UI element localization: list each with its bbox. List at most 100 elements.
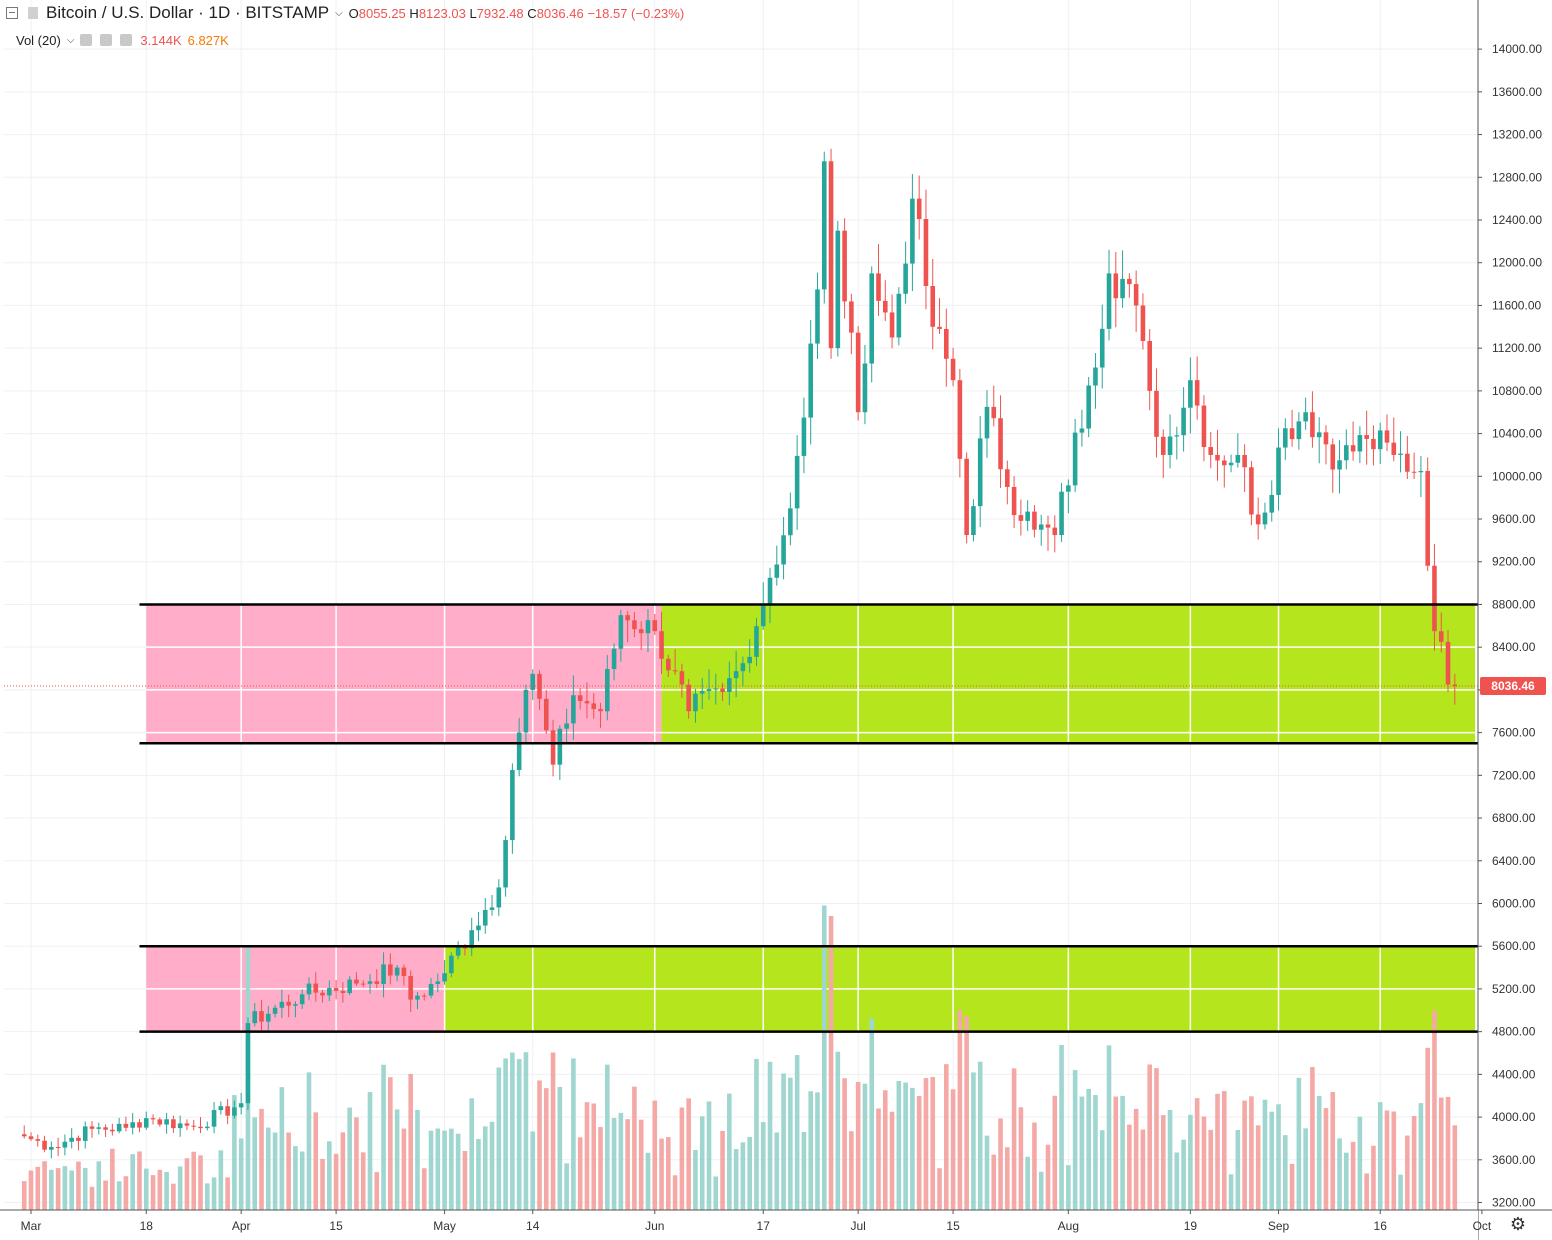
volume-bar	[388, 1077, 393, 1210]
volume-bar	[204, 1183, 210, 1210]
candle-body	[1310, 412, 1315, 438]
volume-bar	[238, 1138, 244, 1210]
volume-label[interactable]: Vol (20)	[16, 32, 61, 48]
candle-body	[794, 455, 800, 509]
volume-bar	[1384, 1110, 1390, 1210]
candle-body	[1194, 380, 1200, 406]
volume-bar	[605, 1064, 610, 1210]
candle-body	[394, 967, 400, 976]
volume-bar	[1032, 1122, 1037, 1210]
candle-body	[1337, 460, 1342, 470]
volume-value: 3.144K	[140, 32, 182, 48]
volume-bar	[1411, 1116, 1417, 1210]
volume-bar	[828, 916, 834, 1210]
candle-body	[489, 907, 495, 910]
volume-bar	[49, 1169, 54, 1210]
volume-bar	[272, 1132, 278, 1210]
settings-gear-icon[interactable]: ⚙	[1509, 1214, 1527, 1234]
volume-bar	[693, 1150, 698, 1210]
candle-body	[116, 1123, 122, 1132]
candle-body	[930, 286, 936, 327]
symbol-title[interactable]: Bitcoin / U.S. Dollar · 1D · BITSTAMP	[46, 3, 330, 22]
volume-bars	[21, 905, 1458, 1210]
candle-body	[727, 678, 732, 693]
gear-icon[interactable]	[100, 34, 113, 46]
volume-bar	[537, 1080, 542, 1210]
candle-body	[442, 973, 447, 982]
volume-bar	[82, 1167, 88, 1210]
volume-bar	[96, 1161, 102, 1210]
x-tick-label: Jun	[645, 1219, 664, 1233]
volume-bar	[869, 1018, 875, 1210]
candle-body	[679, 671, 685, 685]
candle-body	[910, 198, 915, 264]
x-tick-label: Aug	[1058, 1219, 1079, 1233]
close-icon[interactable]	[120, 34, 133, 46]
volume-bar	[937, 1168, 942, 1210]
volume-bar	[1133, 1108, 1139, 1210]
volume-bar	[1147, 1064, 1152, 1210]
volume-bar	[143, 1168, 149, 1210]
volume-bar	[293, 1146, 298, 1210]
zone-upper-range-pink	[146, 604, 662, 744]
candle-body	[96, 1127, 102, 1129]
candle-body	[476, 925, 481, 931]
candle-body	[937, 326, 942, 329]
volume-bar	[1242, 1100, 1247, 1210]
volume-bar	[903, 1082, 908, 1210]
y-tick-label: 8400.00	[1492, 640, 1536, 654]
volume-bar	[157, 1169, 163, 1210]
volume-bar	[279, 1087, 285, 1210]
volume-bar	[367, 1091, 373, 1210]
volume-bar	[652, 1100, 658, 1210]
price-tag-bg	[1480, 677, 1546, 696]
volume-bar	[137, 1151, 142, 1210]
candle-body	[1344, 445, 1349, 461]
candle-body	[971, 506, 976, 536]
candle-body	[584, 701, 590, 704]
candle-body	[1032, 511, 1037, 530]
price-axis-bg	[1478, 0, 1552, 1240]
volume-bar	[794, 1055, 800, 1210]
candle-body	[1127, 278, 1132, 285]
chevron-down-icon[interactable]: ⌵	[66, 34, 75, 46]
volume-bar	[1052, 1095, 1058, 1210]
eye-icon[interactable]	[80, 34, 93, 46]
x-tick-label: 14	[526, 1219, 540, 1233]
candle-body	[516, 732, 522, 770]
volume-bar	[360, 1152, 366, 1210]
volume-bar	[1154, 1068, 1159, 1210]
candle-body	[1221, 460, 1227, 466]
candle-body	[89, 1126, 95, 1129]
volume-bar	[530, 1131, 536, 1210]
collapse-icon[interactable]	[6, 7, 18, 19]
candle-body	[1018, 515, 1024, 521]
candle-body	[1384, 430, 1390, 443]
volume-bar	[679, 1107, 685, 1210]
volume-bar	[842, 1078, 847, 1210]
volume-bar	[1344, 1152, 1349, 1210]
x-tick-label: 15	[946, 1219, 960, 1233]
volume-bar	[177, 1166, 183, 1210]
volume-bar	[1018, 1107, 1024, 1210]
chevron-down-icon[interactable]: ⌵	[335, 7, 343, 19]
zone-lines	[139, 603, 1496, 1033]
candle-body	[374, 981, 380, 984]
candle-body	[1113, 273, 1119, 299]
volume-bar	[76, 1161, 81, 1210]
volume-bar	[42, 1161, 47, 1210]
candle-body	[469, 930, 474, 949]
candle-body	[381, 964, 386, 984]
candle-body	[977, 438, 983, 507]
candle-body	[882, 300, 888, 313]
volume-bar	[1025, 1156, 1030, 1210]
volume-bar	[1405, 1135, 1410, 1210]
volume-bar	[1438, 1097, 1444, 1210]
candle-body	[632, 620, 637, 630]
candle-body	[76, 1137, 81, 1141]
candle-body	[1249, 467, 1254, 515]
volume-bar	[754, 1058, 759, 1210]
candle-body	[645, 620, 651, 634]
volume-bar	[618, 1112, 624, 1210]
